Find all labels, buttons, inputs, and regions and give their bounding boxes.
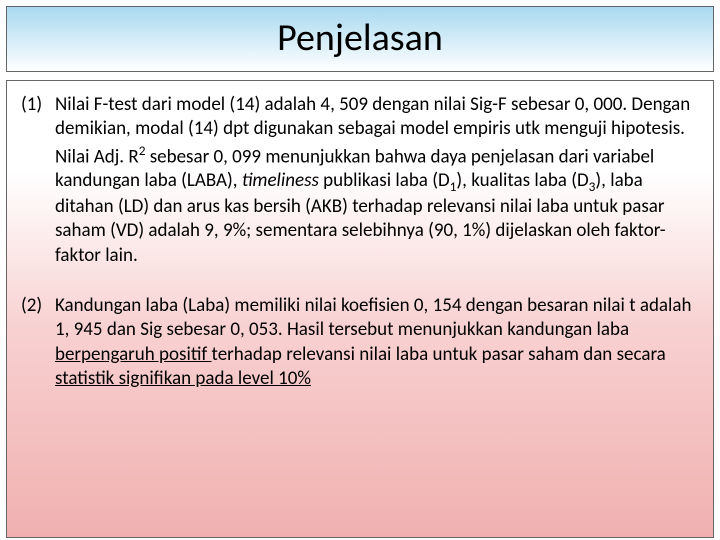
item-text: Kandungan laba (Laba) memiliki nilai koe… [55, 294, 699, 391]
item-number: (2) [21, 294, 55, 391]
item-number: (1) [21, 93, 55, 268]
list-item: (1) Nilai F-test dari model (14) adalah … [21, 93, 699, 268]
content-box: (1) Nilai F-test dari model (14) adalah … [6, 80, 714, 538]
slide-container: Penjelasan (1) Nilai F-test dari model (… [0, 0, 720, 540]
item-text: Nilai F-test dari model (14) adalah 4, 5… [55, 93, 699, 268]
title-box: Penjelasan [6, 6, 714, 72]
list-item: (2) Kandungan laba (Laba) memiliki nilai… [21, 294, 699, 391]
slide-title: Penjelasan [7, 15, 713, 61]
